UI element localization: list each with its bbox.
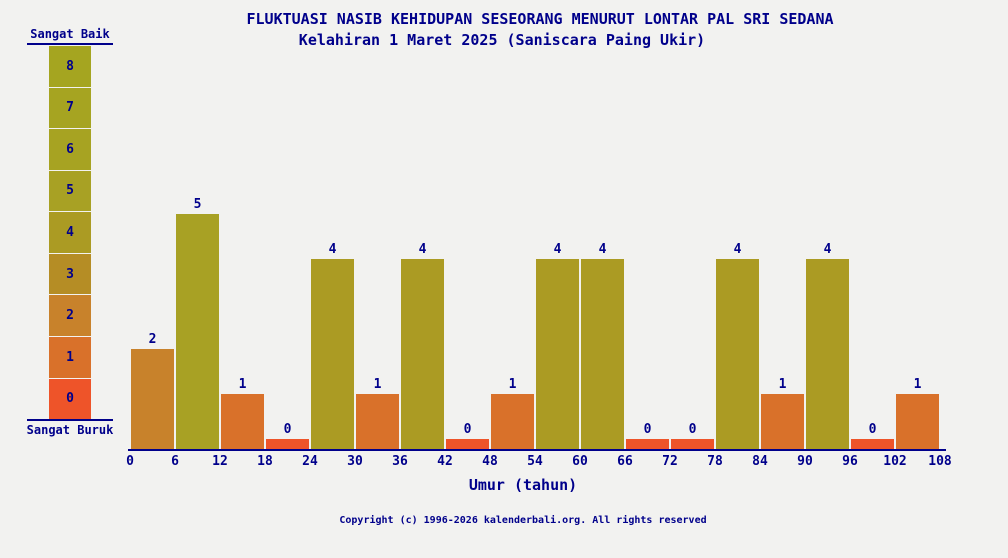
x-axis-line — [128, 449, 946, 451]
x-tick-6: 6 — [171, 454, 179, 469]
chart-title: FLUKTUASI NASIB KEHIDUPAN SESEORANG MENU… — [246, 10, 834, 28]
x-tick-66: 66 — [617, 454, 633, 469]
bar-value-label: 4 — [733, 242, 742, 257]
x-tick-84: 84 — [752, 454, 768, 469]
x-tick-48: 48 — [482, 454, 498, 469]
bar-age-12-18 — [221, 394, 264, 449]
bar-age-78-84 — [716, 259, 759, 449]
bar-value-label: 0 — [868, 422, 877, 437]
bar-age-60-66 — [581, 259, 624, 449]
legend-min-label: Sangat Buruk — [26, 423, 114, 437]
bar-value-label: 4 — [328, 242, 337, 257]
legend-bottom-divider — [27, 419, 113, 421]
legend-level-5: 5 — [49, 170, 91, 213]
bar-age-48-54 — [491, 394, 534, 449]
bar-plot-area: 2 5 1 0 4 1 4 0 1 4 4 0 0 4 1 4 0 1 — [130, 0, 940, 449]
bar-value-label: 1 — [913, 377, 922, 392]
x-tick-78: 78 — [707, 454, 723, 469]
x-tick-18: 18 — [257, 454, 273, 469]
legend-level-8: 8 — [49, 46, 91, 88]
x-tick-36: 36 — [392, 454, 408, 469]
x-tick-42: 42 — [437, 454, 453, 469]
bar-value-label: 5 — [193, 197, 202, 212]
legend-level-7: 7 — [49, 87, 91, 130]
bar-age-42-48 — [446, 439, 489, 449]
bar-age-102-108 — [896, 394, 939, 449]
bar-age-18-24 — [266, 439, 309, 449]
chart-subtitle: Kelahiran 1 Maret 2025 (Saniscara Paing … — [298, 31, 706, 49]
bar-value-label: 4 — [598, 242, 607, 257]
bar-value-label: 1 — [508, 377, 517, 392]
legend-max-label: Sangat Baik — [30, 27, 110, 41]
legend-top-divider — [27, 43, 113, 45]
x-tick-60: 60 — [572, 454, 588, 469]
legend-level-6: 6 — [49, 129, 91, 171]
x-axis-title: Umur (tahun) — [468, 476, 578, 494]
bar-value-label: 1 — [238, 377, 247, 392]
bar-age-72-78 — [671, 439, 714, 449]
bar-age-0-6 — [131, 349, 174, 449]
bar-age-6-12 — [176, 214, 219, 449]
x-tick-12: 12 — [212, 454, 228, 469]
bar-value-label: 0 — [463, 422, 472, 437]
x-tick-30: 30 — [347, 454, 363, 469]
x-tick-24: 24 — [302, 454, 318, 469]
bar-age-96-102 — [851, 439, 894, 449]
bar-value-label: 1 — [373, 377, 382, 392]
legend-level-3: 3 — [49, 253, 91, 296]
bar-value-label: 4 — [418, 242, 427, 257]
x-tick-108: 108 — [928, 454, 952, 469]
bar-age-24-30 — [311, 259, 354, 449]
bar-age-36-42 — [401, 259, 444, 449]
x-tick-90: 90 — [797, 454, 813, 469]
x-tick-54: 54 — [527, 454, 543, 469]
bar-value-label: 0 — [283, 422, 292, 437]
x-tick-96: 96 — [842, 454, 858, 469]
bar-value-label: 4 — [553, 242, 562, 257]
bar-value-label: 1 — [778, 377, 787, 392]
copyright-text: Copyright (c) 1996-2026 kalenderbali.org… — [339, 515, 707, 526]
legend-level-1: 1 — [49, 336, 91, 379]
legend-level-2: 2 — [49, 295, 91, 337]
bar-age-84-90 — [761, 394, 804, 449]
bar-age-66-72 — [626, 439, 669, 449]
bar-age-90-96 — [806, 259, 849, 449]
x-tick-102: 102 — [883, 454, 907, 469]
x-tick-72: 72 — [662, 454, 678, 469]
x-axis-ticks: 0 6 12 18 24 30 36 42 48 54 60 66 72 78 84 90 96 102 108 — [126, 454, 952, 470]
x-tick-0: 0 — [126, 454, 134, 469]
legend-level-0: 0 — [49, 378, 91, 420]
bar-value-label: 0 — [643, 422, 652, 437]
bar-age-54-60 — [536, 259, 579, 449]
bar-age-30-36 — [356, 394, 399, 449]
bar-value-label: 4 — [823, 242, 832, 257]
bar-value-label: 2 — [148, 332, 157, 347]
bar-value-label: 0 — [688, 422, 697, 437]
legend-level-4: 4 — [49, 212, 91, 254]
